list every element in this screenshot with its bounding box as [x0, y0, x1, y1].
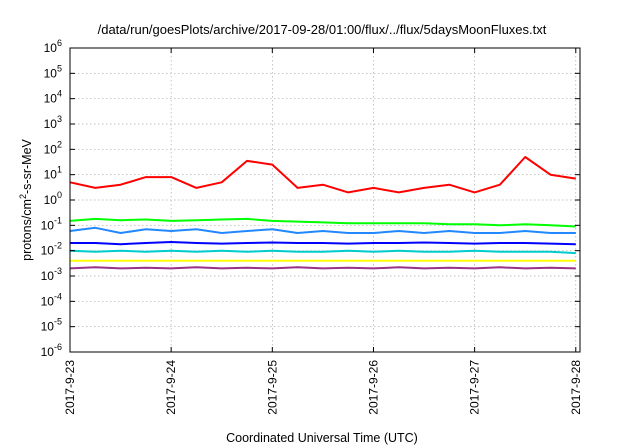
- y-tick-exponent: 5: [57, 63, 62, 73]
- x-tick-label: 2017-9-24: [164, 360, 178, 415]
- axis-ticks: [69, 47, 580, 353]
- series-line-4: [70, 241, 576, 246]
- y-axis-label: protons/cm2-s-sr-MeV: [18, 138, 34, 260]
- y-tick-exponent: -2: [54, 241, 62, 251]
- y-tick-exponent: -6: [54, 342, 62, 352]
- y-tick-label: 101: [44, 165, 62, 182]
- x-axis-label: Coordinated Universal Time (UTC): [226, 431, 418, 445]
- y-tick-base: 10: [41, 294, 55, 308]
- series-line-7: [69, 266, 576, 270]
- y-tick-label: 102: [44, 139, 62, 156]
- y-tick-label: 10-4: [41, 291, 62, 308]
- x-tick-label: 2017-9-27: [468, 360, 482, 415]
- x-tick-label: 2017-9-23: [63, 360, 77, 415]
- y-tick-label: 100: [44, 190, 62, 207]
- series-line-5: [69, 249, 576, 255]
- y-tick-base: 10: [41, 269, 55, 283]
- chart-title: /data/run/goesPlots/archive/2017-09-28/0…: [98, 22, 547, 37]
- y-axis-label-main: protons/cm: [20, 199, 34, 261]
- y-tick-label: 103: [44, 114, 62, 131]
- y-tick-label: 10-6: [41, 342, 62, 359]
- x-tick-labels: 2017-9-23 2017-9-24 2017-9-25 2017-9-26 2017…: [63, 360, 583, 415]
- y-tick-exponent: 3: [57, 114, 62, 124]
- x-tick-label: 2017-9-28: [569, 360, 583, 415]
- y-tick-base: 10: [44, 168, 58, 182]
- y-tick-label: 104: [44, 89, 62, 106]
- y-tick-exponent: 4: [57, 89, 62, 99]
- y-tick-base: 10: [44, 66, 58, 80]
- y-tick-base: 10: [41, 320, 55, 334]
- y-tick-label: 10-1: [41, 215, 62, 232]
- y-tick-exponent: 0: [57, 190, 62, 200]
- y-tick-exponent: 6: [57, 38, 62, 48]
- y-tick-base: 10: [41, 345, 55, 359]
- y-tick-exponent: 2: [57, 139, 62, 149]
- series-line-3: [69, 226, 576, 234]
- series-line-1: [69, 156, 576, 194]
- y-tick-label: 10-2: [41, 241, 62, 258]
- y-tick-label: 105: [44, 63, 62, 80]
- series-layer: [69, 156, 576, 270]
- x-tick-label: 2017-9-25: [265, 360, 279, 415]
- y-tick-label: 106: [44, 38, 62, 55]
- y-tick-base: 10: [44, 142, 58, 156]
- y-tick-labels: 10610510410310210110010-110-210-310-410-…: [41, 38, 62, 359]
- chart-grid: [70, 48, 580, 352]
- y-tick-label: 10-5: [41, 317, 62, 334]
- y-tick-base: 10: [44, 92, 58, 106]
- y-axis-label-rest: -s-sr-MeV: [20, 138, 34, 194]
- y-tick-exponent: 1: [57, 165, 62, 175]
- y-tick-base: 10: [41, 244, 55, 258]
- y-tick-exponent: -1: [54, 215, 62, 225]
- y-tick-exponent: -5: [54, 317, 62, 327]
- y-tick-base: 10: [41, 218, 55, 232]
- y-tick-base: 10: [44, 193, 58, 207]
- y-tick-exponent: -4: [54, 291, 62, 301]
- y-tick-base: 10: [44, 41, 58, 55]
- y-tick-label: 10-3: [41, 266, 62, 283]
- y-tick-base: 10: [44, 117, 58, 131]
- y-axis-label-sup: 2: [18, 194, 28, 199]
- x-tick-label: 2017-9-26: [366, 360, 380, 415]
- y-tick-exponent: -3: [54, 266, 62, 276]
- series-line-2: [69, 217, 576, 228]
